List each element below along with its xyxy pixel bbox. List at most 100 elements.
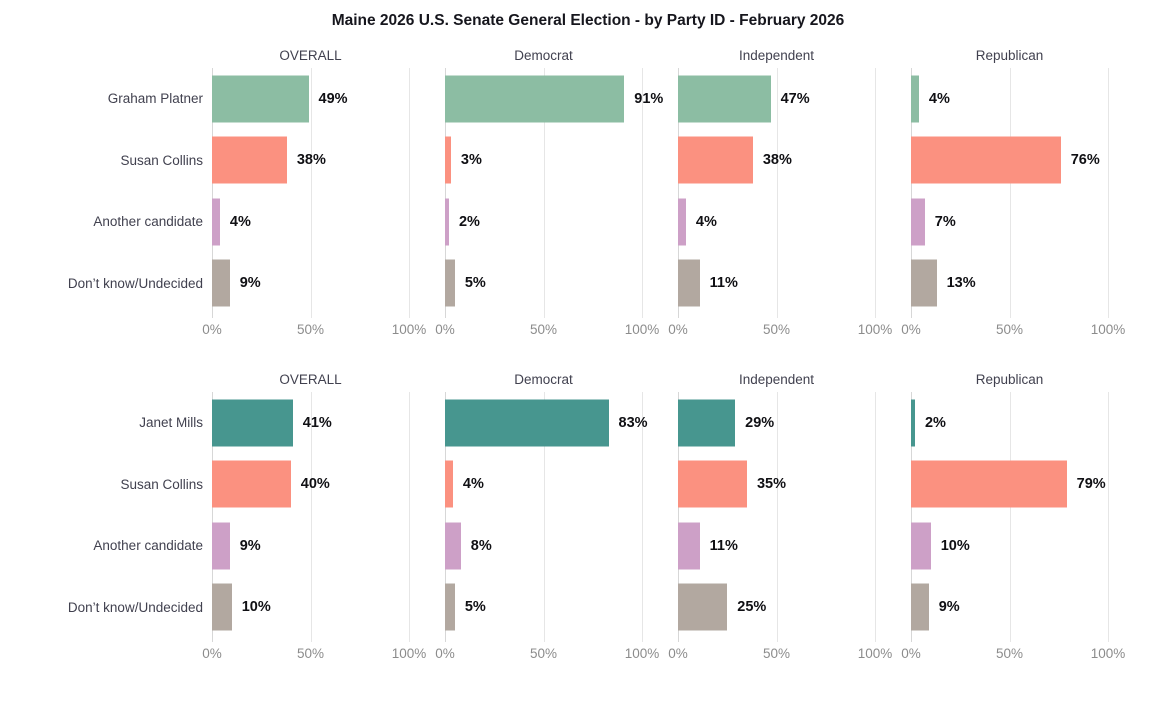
x-tick-label: 50% — [762, 646, 791, 661]
gridline-100 — [409, 68, 410, 318]
bar-band: 76% — [911, 130, 1108, 192]
panel-republican: 2% 79% 10% 9% — [911, 392, 1144, 642]
x-axis-republican: 0% 50% 100% — [901, 638, 1144, 668]
x-tick-label: 0% — [668, 646, 688, 661]
panel-header-democrat: Democrat — [514, 372, 573, 387]
bar-janet-mills-overall — [212, 399, 293, 447]
gridline-0 — [212, 68, 213, 318]
matchup-chart-1: OVERALL Democrat Independent Republican Grah… — [10, 46, 1144, 344]
plot-area: 91% 3% 2% 5% — [445, 68, 663, 318]
row-label-another-candidate: Another candidate — [93, 214, 203, 230]
x-axis-democrat: 0% 50% 100% — [435, 638, 678, 668]
gridline-50 — [310, 392, 312, 642]
x-tick-label: 100% — [857, 322, 893, 337]
panel-democrat: 91% 3% 2% 5% — [445, 68, 678, 318]
bar-band: 9% — [911, 577, 1108, 639]
bar-band: 11% — [678, 515, 875, 577]
plot-area: 47% 38% 4% 11% — [678, 68, 876, 318]
bar-band: 4% — [911, 68, 1108, 130]
row-label-janet-mills: Janet Mills — [139, 415, 203, 431]
bar-susan-collins-overall — [212, 136, 287, 184]
x-tick-label: 50% — [762, 322, 791, 337]
bar-don-t-know-undecided-democrat — [445, 583, 455, 631]
row-label-don-t-know-undecided: Don’t know/Undecided — [67, 599, 203, 615]
bar-another-candidate-democrat — [445, 522, 461, 570]
x-tick-label: 0% — [435, 322, 455, 337]
x-axis-overall: 0% 50% 100% — [202, 638, 445, 668]
bar-don-t-know-undecided-overall — [212, 259, 230, 307]
bar-band: 29% — [678, 392, 875, 454]
bar-janet-mills-republican — [911, 399, 915, 447]
chart-grid: OVERALL Democrat Independent Republican Jane… — [10, 370, 1144, 668]
bar-band: 5% — [445, 253, 642, 315]
gridline-50 — [776, 392, 778, 642]
axis-spacer — [10, 314, 212, 344]
bar-band: 49% — [212, 68, 409, 130]
bar-value-label: 4% — [229, 213, 251, 230]
gridline-100 — [409, 392, 410, 642]
bar-value-label: 91% — [634, 90, 664, 107]
bar-graham-platner-overall — [212, 75, 309, 123]
bar-band: 25% — [678, 577, 875, 639]
gridline-100 — [875, 68, 876, 318]
x-tick-label: 0% — [901, 646, 921, 661]
gridline-0 — [445, 392, 446, 642]
bar-band: 13% — [911, 253, 1108, 315]
gridline-50 — [776, 68, 778, 318]
panel-independent: 29% 35% 11% 25% — [678, 392, 911, 642]
panel-overall: 49% 38% 4% 9% — [212, 68, 445, 318]
panel-header-independent: Independent — [738, 48, 815, 63]
gridline-0 — [678, 68, 679, 318]
x-axis-inner: 0% 50% 100% — [901, 314, 1125, 344]
bar-graham-platner-republican — [911, 75, 919, 123]
bar-band: 41% — [212, 392, 409, 454]
bar-don-t-know-undecided-independent — [678, 259, 700, 307]
x-tick-label: 50% — [296, 646, 325, 661]
bar-band: 38% — [212, 130, 409, 192]
bar-value-label: 2% — [924, 414, 946, 431]
x-tick-label: 100% — [857, 646, 893, 661]
plot-area: 29% 35% 11% 25% — [678, 392, 876, 642]
x-axis-republican: 0% 50% 100% — [901, 314, 1144, 344]
x-axis-inner: 0% 50% 100% — [668, 314, 892, 344]
bar-janet-mills-democrat — [445, 399, 609, 447]
x-axis-inner: 0% 50% 100% — [202, 638, 426, 668]
x-tick-label: 50% — [529, 322, 558, 337]
bar-value-label: 25% — [737, 599, 767, 616]
gridline-100 — [642, 392, 643, 642]
x-tick-label: 100% — [1090, 322, 1126, 337]
bar-band: 2% — [911, 392, 1108, 454]
bar-susan-collins-republican — [911, 460, 1067, 508]
bar-don-t-know-undecided-republican — [911, 583, 929, 631]
bar-janet-mills-independent — [678, 399, 736, 447]
bar-band: 83% — [445, 392, 648, 454]
panel-header-republican: Republican — [975, 48, 1044, 63]
category-labels: Graham Platner Susan Collins Another candi… — [10, 68, 212, 314]
bar-value-label: 5% — [464, 599, 486, 616]
x-axis-inner: 0% 50% 100% — [901, 638, 1125, 668]
row-label-graham-platner: Graham Platner — [107, 91, 203, 107]
gridline-50 — [543, 68, 545, 318]
panel-header-independent: Independent — [738, 372, 815, 387]
bar-value-label: 49% — [318, 90, 348, 107]
gridline-50 — [310, 68, 312, 318]
x-axis-inner: 0% 50% 100% — [435, 314, 659, 344]
gridline-0 — [678, 392, 679, 642]
gridline-0 — [445, 68, 446, 318]
x-tick-label: 50% — [529, 646, 558, 661]
x-tick-label: 100% — [391, 322, 427, 337]
bar-don-t-know-undecided-overall — [212, 583, 232, 631]
bar-susan-collins-independent — [678, 136, 753, 184]
x-tick-label: 0% — [435, 646, 455, 661]
panel-overall: 41% 40% 9% 10% — [212, 392, 445, 642]
panel-header-democrat: Democrat — [514, 48, 573, 63]
bar-value-label: 29% — [745, 414, 775, 431]
bar-band: 79% — [911, 454, 1108, 516]
bar-value-label: 9% — [938, 599, 960, 616]
gridline-0 — [911, 68, 912, 318]
bar-graham-platner-democrat — [445, 75, 625, 123]
panel-header-overall: OVERALL — [279, 372, 342, 387]
bar-value-label: 13% — [946, 275, 976, 292]
bar-susan-collins-independent — [678, 460, 747, 508]
bar-band: 40% — [212, 454, 409, 516]
